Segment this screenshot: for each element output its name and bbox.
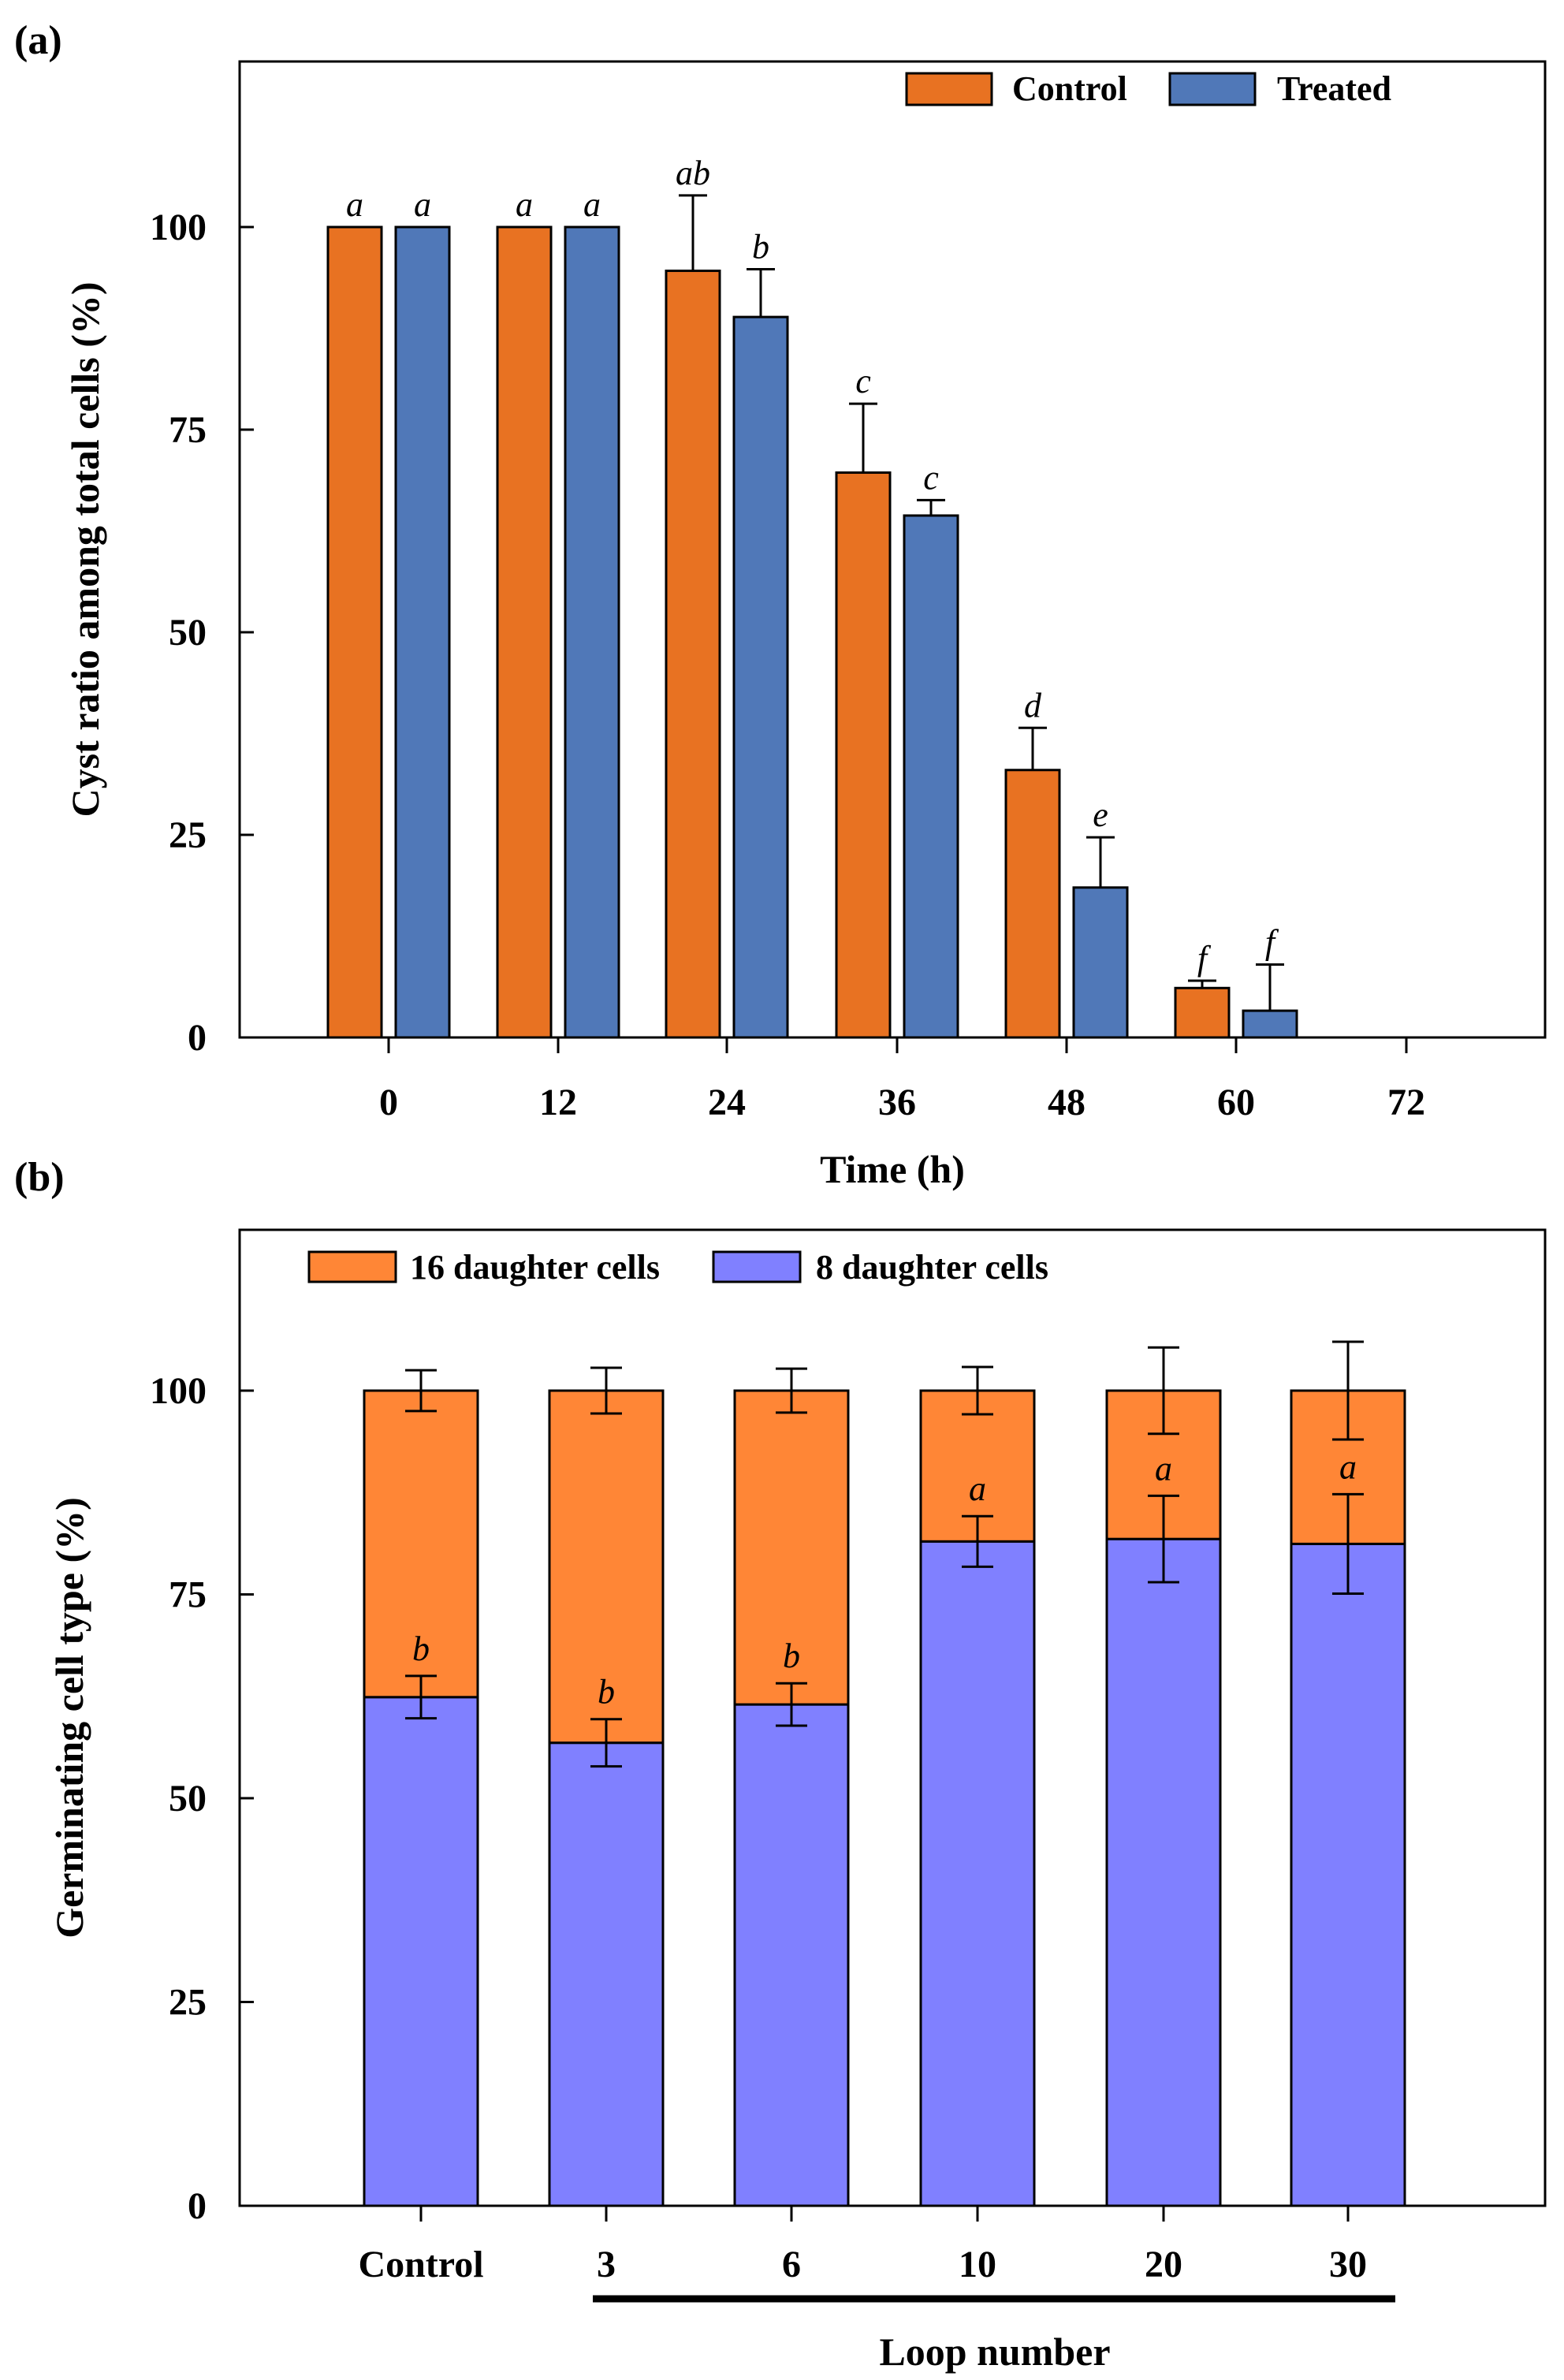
panel-a-x-axis-title: Time (h) <box>820 1147 965 1191</box>
legend-swatch-16-daughter <box>307 1250 397 1283</box>
panel-a-y-axis-title: Cyst ratio among total cells (%) <box>63 281 107 817</box>
legend-swatch-control <box>905 72 993 106</box>
x-tick-label: Control <box>358 2244 483 2285</box>
control-bar <box>665 270 721 1039</box>
panel-b-chart: Germinating cell type (%) 16 daughter ce… <box>47 1228 1547 2374</box>
y-tick-label: 50 <box>169 612 207 654</box>
y-tick-label: 25 <box>169 1982 207 2024</box>
y-tick-label: 100 <box>150 1370 207 1412</box>
panel-a-legend: Control Treated <box>905 69 1391 108</box>
x-tick-label: 72 <box>1387 1082 1425 1123</box>
panel-b-legend: 16 daughter cells 8 daughter cells <box>307 1248 1048 1287</box>
legend-label-16-daughter: 16 daughter cells <box>410 1248 660 1287</box>
significance-letter: b <box>412 1629 430 1668</box>
control-bar <box>496 225 553 1039</box>
significance-letter: a <box>1155 1449 1172 1488</box>
significance-letter: e <box>1093 795 1108 834</box>
legend-swatch-treated <box>1168 72 1257 106</box>
control-bar <box>326 225 383 1039</box>
panel-a-plot-frame <box>238 60 1547 1039</box>
significance-letter: ab <box>676 154 710 192</box>
control-bar <box>835 471 892 1039</box>
y-tick-label: 75 <box>169 409 207 451</box>
y-tick-label: 50 <box>169 1778 207 1819</box>
panel-a-chart: Cyst ratio among total cells (%) Time (h… <box>63 60 1547 1191</box>
treated-bar <box>1242 1009 1298 1039</box>
x-tick-label: 24 <box>708 1082 746 1123</box>
panel-b-plot-frame <box>238 1228 1547 2207</box>
significance-letter: f <box>1265 922 1279 961</box>
significance-letter: a <box>1339 1447 1357 1486</box>
eight-daughter-bar <box>919 1540 1036 2207</box>
eight-daughter-bar <box>733 1703 850 2207</box>
sixteen-daughter-bar <box>733 1389 850 1706</box>
panel-a-label: (a) <box>14 18 62 63</box>
significance-letter: a <box>969 1469 986 1508</box>
y-tick-label: 0 <box>188 1017 207 1059</box>
significance-letter: a <box>583 185 601 224</box>
panel-a-x-ticks: 0 12 24 36 48 60 72 <box>379 1037 1425 1123</box>
x-tick-label: 60 <box>1217 1082 1255 1123</box>
significance-letter: b <box>752 227 769 266</box>
sixteen-daughter-bar <box>548 1389 665 1745</box>
legend-label-8-daughter: 8 daughter cells <box>816 1248 1048 1287</box>
x-tick-label: 3 <box>597 2244 616 2285</box>
legend-label-treated: Treated <box>1277 69 1391 108</box>
significance-letter: c <box>923 458 939 497</box>
treated-bar <box>394 225 451 1039</box>
panel-b-y-axis-title: Germinating cell type (%) <box>47 1497 91 1939</box>
treated-bar <box>903 514 959 1039</box>
x-tick-label: 48 <box>1048 1082 1085 1123</box>
panel-b-label: (b) <box>14 1155 65 1200</box>
panel-b-x-axis-title: Loop number <box>879 2330 1110 2374</box>
significance-letter: d <box>1024 686 1042 724</box>
control-bar <box>1174 986 1231 1039</box>
panel-b-y-ticks: 0 25 50 75 100 <box>150 1370 254 2227</box>
x-tick-label: 30 <box>1329 2244 1367 2285</box>
y-tick-label: 100 <box>150 207 207 248</box>
eight-daughter-bar <box>363 1696 479 2207</box>
y-tick-label: 25 <box>169 814 207 856</box>
y-tick-label: 0 <box>188 2185 207 2227</box>
panel-a-y-ticks: 0 25 50 75 100 <box>150 207 254 1059</box>
significance-letter: f <box>1197 939 1212 978</box>
panel-b-x-ticks: Control 3 6 10 20 30 <box>358 2206 1367 2285</box>
significance-letter: b <box>598 1673 615 1711</box>
treated-bar <box>1072 886 1129 1039</box>
eight-daughter-bar <box>1105 1537 1222 2207</box>
y-tick-label: 75 <box>169 1574 207 1616</box>
legend-swatch-8-daughter <box>712 1250 802 1283</box>
x-tick-label: 36 <box>878 1082 916 1123</box>
x-tick-label: 10 <box>959 2244 996 2285</box>
x-tick-label: 20 <box>1145 2244 1182 2285</box>
significance-letter: b <box>783 1637 800 1675</box>
control-bar <box>1004 769 1061 1039</box>
significance-letter: a <box>516 185 533 224</box>
eight-daughter-bar <box>1290 1542 1406 2207</box>
treated-bar <box>564 225 620 1039</box>
x-tick-label: 12 <box>539 1082 577 1123</box>
eight-daughter-bar <box>548 1741 665 2207</box>
x-tick-label: 6 <box>782 2244 801 2285</box>
significance-letter: a <box>414 185 431 224</box>
x-tick-label: 0 <box>379 1082 398 1123</box>
panel-b-bars: b b b a a a <box>363 1340 1406 2207</box>
significance-letter: c <box>855 362 871 400</box>
legend-label-control: Control <box>1012 69 1127 108</box>
treated-bar <box>732 315 789 1039</box>
significance-letter: a <box>346 185 363 224</box>
